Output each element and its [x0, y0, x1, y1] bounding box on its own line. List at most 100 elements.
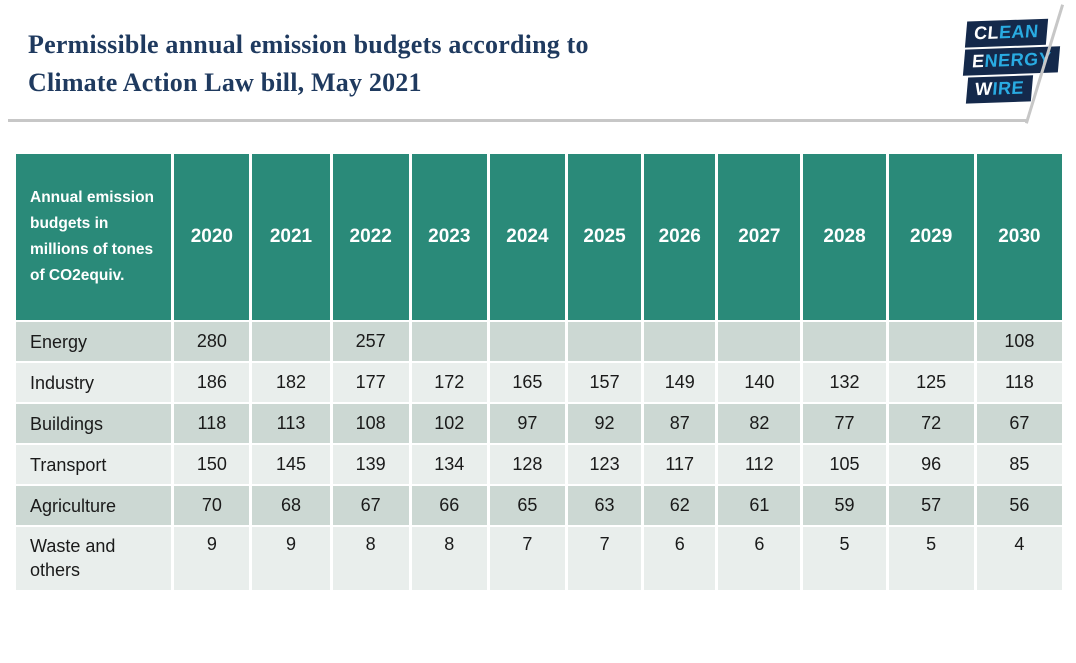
page-title-line2: Climate Action Law bill, May 2021	[28, 68, 422, 97]
table-header-label: Annual emission budgets in millions of t…	[12, 152, 175, 322]
horizontal-divider	[8, 119, 1028, 122]
table-cell: 5	[800, 525, 889, 592]
table-cell: 61	[715, 484, 804, 527]
table-cell: 118	[973, 361, 1066, 404]
row-label: Transport	[12, 443, 175, 486]
table-cell: 8	[408, 525, 490, 592]
year-header: 2026	[641, 152, 719, 322]
table-cell: 97	[486, 402, 569, 445]
page-title-line1: Permissible annual emission budgets acco…	[28, 30, 589, 59]
table-cell: 85	[973, 443, 1066, 486]
table-cell	[885, 320, 977, 363]
table-cell: 134	[408, 443, 490, 486]
row-label: Industry	[12, 361, 175, 404]
table-cell: 4	[973, 525, 1066, 592]
table-cell: 108	[973, 320, 1066, 363]
table-cell: 62	[641, 484, 719, 527]
table-cell: 7	[564, 525, 645, 592]
table-cell: 63	[564, 484, 645, 527]
logo-text: EAN	[998, 20, 1040, 43]
table-cell: 113	[249, 402, 333, 445]
logo-text: W	[974, 78, 994, 100]
table-cell: 257	[329, 320, 412, 363]
table-cell: 108	[329, 402, 412, 445]
table-cell: 7	[486, 525, 569, 592]
table-cell: 67	[329, 484, 412, 527]
table-cell: 132	[800, 361, 889, 404]
row-label: Waste and others	[12, 525, 175, 592]
year-header: 2029	[885, 152, 977, 322]
table-cell: 66	[408, 484, 490, 527]
table-row: Agriculture 70 68 67 66 65 63 62 61 59 57 56	[12, 484, 1066, 527]
page-title: Permissible annual emission budgets acco…	[28, 26, 828, 102]
table-cell: 150	[171, 443, 253, 486]
table-cell	[800, 320, 889, 363]
table-cell: 125	[885, 361, 977, 404]
table-cell: 172	[408, 361, 490, 404]
table-cell: 118	[171, 402, 253, 445]
table-cell	[641, 320, 719, 363]
table-cell: 57	[885, 484, 977, 527]
table-cell: 186	[171, 361, 253, 404]
logo-bar-wire: WIRE	[965, 75, 1034, 104]
table-cell: 6	[641, 525, 719, 592]
table-row: Waste and others 9 9 8 8 7 7 6 6 5 5 4	[12, 525, 1066, 592]
table-cell: 157	[564, 361, 645, 404]
table-cell: 6	[715, 525, 804, 592]
table-cell: 177	[329, 361, 412, 404]
logo-text: IRE	[991, 77, 1025, 99]
table-cell: 72	[885, 402, 977, 445]
table-cell: 140	[715, 361, 804, 404]
logo-text: CL	[973, 22, 1000, 44]
table-cell: 280	[171, 320, 253, 363]
year-header: 2025	[564, 152, 645, 322]
table-cell: 82	[715, 402, 804, 445]
table-cell: 87	[641, 402, 719, 445]
year-header: 2022	[329, 152, 412, 322]
year-header: 2024	[486, 152, 569, 322]
table-cell: 112	[715, 443, 804, 486]
year-header: 2020	[171, 152, 253, 322]
table-row: Industry 186 182 177 172 165 157 149 140 132 125 11…	[12, 361, 1066, 404]
table-cell	[564, 320, 645, 363]
table-cell: 92	[564, 402, 645, 445]
row-label: Agriculture	[12, 484, 175, 527]
table-cell: 5	[885, 525, 977, 592]
table-cell: 102	[408, 402, 490, 445]
table-cell: 149	[641, 361, 719, 404]
table-body: Energy 280 257 108 Industry 186 182 177 172 165 15…	[12, 320, 1066, 592]
year-header: 2021	[249, 152, 333, 322]
table-cell: 182	[249, 361, 333, 404]
table-cell: 145	[249, 443, 333, 486]
table-cell	[249, 320, 333, 363]
table-cell: 165	[486, 361, 569, 404]
table-cell: 117	[641, 443, 719, 486]
table-header-row: Annual emission budgets in millions of t…	[12, 152, 1066, 322]
table-cell: 128	[486, 443, 569, 486]
table-row: Transport 150 145 139 134 128 123 117 112 105 96 85	[12, 443, 1066, 486]
table-row: Buildings 118 113 108 102 97 92 87 82 77 72 67	[12, 402, 1066, 445]
table-cell: 9	[249, 525, 333, 592]
year-header: 2027	[715, 152, 804, 322]
logo-bar-clean: CLEAN	[964, 18, 1048, 48]
table-cell: 65	[486, 484, 569, 527]
table-cell: 67	[973, 402, 1066, 445]
table-cell	[486, 320, 569, 363]
emission-budgets-table: Annual emission budgets in millions of t…	[12, 152, 1066, 592]
table-cell: 96	[885, 443, 977, 486]
year-header: 2028	[800, 152, 889, 322]
table-cell: 8	[329, 525, 412, 592]
year-header: 2023	[408, 152, 490, 322]
table-cell: 59	[800, 484, 889, 527]
table-cell: 139	[329, 443, 412, 486]
table-row: Energy 280 257 108	[12, 320, 1066, 363]
row-label: Buildings	[12, 402, 175, 445]
table-cell: 68	[249, 484, 333, 527]
table-cell: 77	[800, 402, 889, 445]
year-header: 2030	[973, 152, 1066, 322]
row-label: Energy	[12, 320, 175, 363]
table-cell	[715, 320, 804, 363]
table-cell	[408, 320, 490, 363]
table-cell: 105	[800, 443, 889, 486]
